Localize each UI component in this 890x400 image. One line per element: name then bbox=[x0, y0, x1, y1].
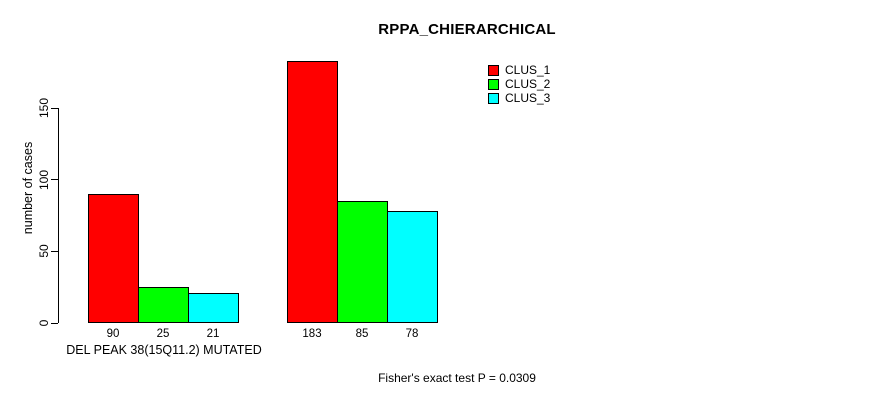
y-axis-line bbox=[58, 108, 59, 323]
y-axis-tick bbox=[51, 322, 58, 324]
bar-clus_1-group1 bbox=[88, 194, 139, 323]
legend-swatch-icon bbox=[488, 92, 499, 104]
legend-row-clus_1: CLUS_1 bbox=[488, 63, 550, 77]
legend-row-clus_2: CLUS_2 bbox=[488, 77, 550, 91]
x-axis-group-label: DEL PEAK 38(15Q11.2) MUTATED bbox=[66, 343, 262, 357]
bar-value-label: 85 bbox=[355, 328, 369, 340]
y-axis-tick bbox=[51, 250, 58, 252]
bar-clus_1-group2 bbox=[287, 60, 338, 323]
bar-value-label: 78 bbox=[405, 328, 419, 340]
footnote-text: Fisher's exact test P = 0.0309 bbox=[378, 371, 536, 385]
bar-clus_2-group1 bbox=[138, 287, 189, 323]
bar-value-label: 90 bbox=[106, 328, 120, 340]
legend-label: CLUS_1 bbox=[505, 63, 551, 77]
bar-value-label: 21 bbox=[206, 328, 220, 340]
legend: CLUS_1 CLUS_2 CLUS_3 bbox=[488, 63, 550, 105]
y-axis-tick-label: 150 bbox=[37, 97, 51, 119]
y-axis-tick-label: 100 bbox=[37, 169, 51, 190]
y-axis-label: number of cases bbox=[21, 141, 35, 235]
bar-value-label: 25 bbox=[156, 328, 170, 340]
bar-clus_2-group2 bbox=[337, 201, 388, 323]
chart-title: RPPA_CHIERARCHICAL bbox=[378, 21, 556, 38]
bar-clus_3-group2 bbox=[387, 211, 438, 323]
y-axis-tick bbox=[51, 107, 58, 109]
y-axis-tick bbox=[51, 179, 58, 181]
legend-label: CLUS_2 bbox=[505, 77, 551, 91]
legend-swatch-icon bbox=[488, 64, 499, 76]
bar-value-label: 183 bbox=[302, 328, 322, 340]
y-axis-tick-label: 0 bbox=[37, 319, 51, 327]
legend-swatch-icon bbox=[488, 78, 499, 90]
legend-row-clus_3: CLUS_3 bbox=[488, 91, 550, 105]
legend-label: CLUS_3 bbox=[505, 91, 551, 105]
y-axis-tick-label: 50 bbox=[37, 244, 51, 259]
bar-clus_3-group1 bbox=[188, 292, 239, 323]
